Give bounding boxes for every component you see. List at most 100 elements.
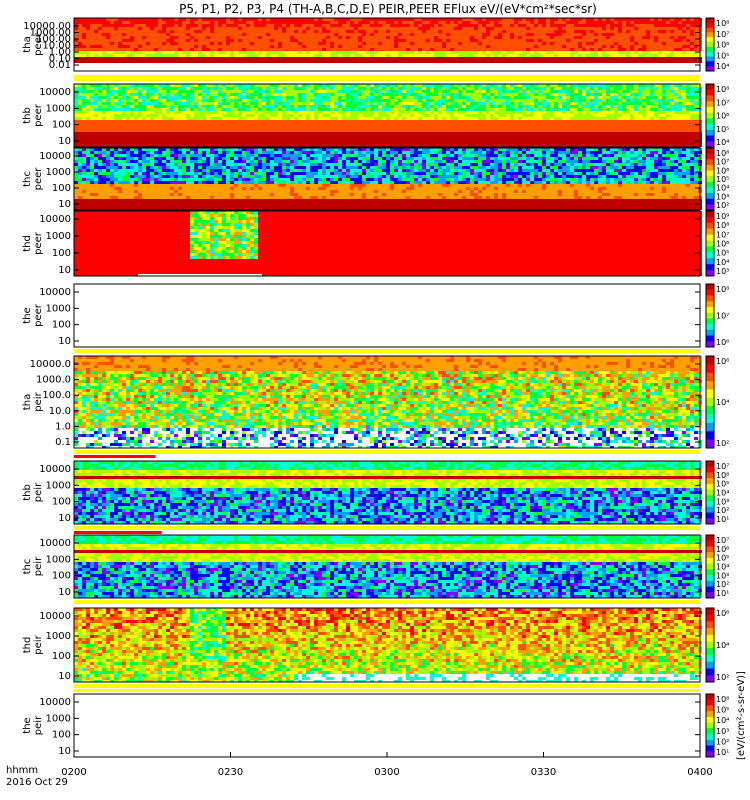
y-axis-probe-label: thb [22,484,33,501]
date-label: 2016 Oct 29 [6,777,68,788]
panel-tha-peir-spectrogram [74,356,702,448]
panel-thb-peir-spectrogram [74,461,702,524]
colorbar-tick-label: 10¹ [716,589,729,598]
colorbar-tick-label: 10⁴ [716,258,729,267]
y-tick-label: 10 [58,136,71,147]
y-axis-species-label: peer [33,231,44,255]
colorbar-tick-label: 10⁸ [716,149,729,158]
colorbar-tick-label: 10⁴ [716,398,729,407]
y-axis-species-label: peer [33,103,44,127]
y-tick-label: 10000 [39,697,71,708]
y-axis-species-label: peir [33,556,44,576]
y-tick-label: 100 [52,571,71,582]
y-tick-label: 1000 [46,713,71,724]
quality-flag-bar [74,526,700,530]
y-tick-label: 10 [58,265,71,276]
y-axis-species-label: peer [33,167,44,191]
colorbar-tick-label: 10⁵ [716,706,729,715]
colorbar-tick-label: 10⁸ [716,19,729,28]
colorbar-tick-label: 10⁵ [716,480,729,489]
y-axis-probe-label: tha [22,36,33,52]
y-tick-label: 1000 [46,631,71,642]
panel-stack: 10000.001000.00100.0010.001.000.100.01th… [22,18,729,758]
time-tick-label: 0230 [218,767,243,778]
y-axis-species-label: peer [33,32,44,56]
colorbar-tick-label: 10¹ [716,748,729,757]
quality-flag-bar [74,349,700,353]
figure-title: P5, P1, P2, P3, P4 (TH-A,B,C,D,E) PEIR,P… [179,2,597,16]
panel-tha-peer: 10000.001000.00100.0010.001.000.100.01th… [22,18,729,72]
y-tick-label: 10000.0 [30,359,71,370]
panel-thd-peer-spectrogram [74,211,702,276]
y-tick-label: 1000.0 [36,375,71,386]
y-tick-label: 100 [52,248,71,259]
y-tick-label: 100 [52,183,71,194]
colorbar-tick-label: 10⁸ [716,221,729,230]
colorbar-tick-label: 10⁷ [716,158,729,167]
y-tick-label: 100 [52,120,71,131]
panel-thd-peir-spectrogram [74,608,702,682]
colorbar-tick-label: 10⁶ [716,609,729,618]
time-tick-label: 0330 [531,767,556,778]
y-axis-probe-label: the [22,717,33,733]
time-axis: 0200 0230 0300 0330 0400 [61,752,712,778]
y-tick-label: 10000 [39,538,71,549]
y-tick-label: 100 [52,651,71,662]
colorbar-tick-label: 10⁶ [716,471,729,480]
y-axis-species-label: peir [33,391,44,411]
colorbar-tick-label: 10⁴ [716,641,729,650]
quality-flag-bar [74,684,700,688]
y-tick-label: 1.0 [55,421,71,432]
y-tick-label: 100.0 [42,390,71,401]
panel-the-peir-frame [74,694,700,757]
colorbar-tick-label: 10¹ [716,515,729,524]
colorbar-tick-label: 10³ [716,497,729,506]
y-tick-label: 10000 [39,464,71,475]
y-tick-label: 1000 [46,480,71,491]
y-tick-label: 10 [58,671,71,682]
panel-thc-peir-spectrogram [74,535,702,598]
colorbar-tick-label: 10⁸ [716,285,729,294]
y-tick-label: 0.1 [55,437,71,448]
y-axis-probe-label: tha [22,394,33,410]
y-tick-label: 10000 [39,151,71,162]
y-tick-label: 0.01 [49,60,71,71]
colorbar-tick-label: 10⁶ [716,695,729,704]
y-axis-probe-label: thb [22,107,33,124]
y-tick-label: 10000 [39,287,71,298]
time-tick-label: 0400 [687,767,712,778]
y-axis-species-label: peer [33,303,44,327]
colorbar-tick-label: 10⁵ [716,175,729,184]
colorbar-tick-label: 10³ [716,727,729,736]
y-tick-label: 10000 [39,87,71,98]
panel-thb-peer-spectrogram [74,84,702,147]
y-tick-label: 1000 [46,231,71,242]
colorbar-tick-label: 10⁶ [716,41,729,50]
colorbar-tick-label: 10⁴ [716,489,729,498]
y-axis-probe-label: thd [22,637,33,654]
panel-the-peer-frame [74,284,700,347]
y-tick-label: 10 [58,746,71,757]
panel-thc-peer-spectrogram [74,148,702,210]
colorbar-tick-label: 10⁷ [716,30,729,39]
panel-tha-peer-spectrogram [74,18,702,63]
colorbar-tick-label: 10⁴ [716,138,729,147]
colorbar-tick-label: 10⁵ [716,249,729,258]
y-axis-probe-label: the [22,307,33,323]
quality-flag-bar [74,531,162,534]
quality-flag-bar [74,689,700,692]
y-tick-label: 100 [52,730,71,741]
colorbar-tick-label: 10⁹ [716,212,729,221]
colorbar-tick-label: 10⁵ [716,554,729,563]
